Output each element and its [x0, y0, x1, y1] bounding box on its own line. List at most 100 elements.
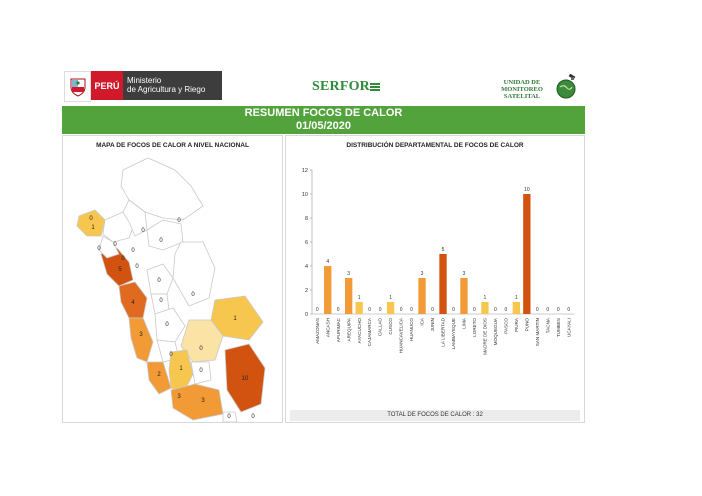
region-amazonas	[122, 199, 148, 237]
map-panel: MAPA DE FOCOS DE CALOR A NIVEL NACIONAL	[62, 135, 283, 423]
category-label: CUSCO	[388, 318, 393, 335]
bar-value-label: 4	[326, 259, 329, 265]
map-label: 3	[201, 398, 205, 404]
bar-value-label: 0	[368, 307, 371, 313]
category-label: AREQUIPA	[346, 317, 351, 341]
report-date: 01/05/2020	[295, 120, 352, 132]
bar-value-label: 0	[431, 307, 434, 313]
y-tick-label: 10	[302, 192, 308, 198]
bar	[345, 278, 353, 314]
y-tick-label: 6	[305, 240, 308, 246]
agency-logo-text: SERFOR	[312, 79, 370, 94]
region-huanuco	[146, 263, 174, 295]
region-puno	[224, 343, 266, 413]
monitoring-unit-name: UNIDAD DE MONITOREO SATELITAL	[494, 79, 550, 100]
bar-value-label: 0	[400, 307, 403, 313]
bar-value-label: 3	[463, 271, 466, 277]
region-ica	[146, 361, 172, 395]
bar-value-label: 10	[524, 187, 530, 193]
category-label: CAJAMARCA	[367, 317, 372, 346]
government-logo: PERÚ Ministerio de Agricultura y Riego	[64, 71, 222, 102]
category-label: LAMBAYEQUE	[451, 318, 456, 349]
bar-value-label: 0	[504, 307, 507, 313]
bar-value-label: 3	[421, 271, 424, 277]
map-label: 0	[177, 218, 181, 224]
map-label: 0	[141, 228, 145, 234]
category-label: CALLAO	[378, 318, 383, 337]
category-label: LIMA	[462, 317, 467, 329]
map-label: 0	[131, 248, 135, 254]
bar-value-label: 0	[557, 307, 560, 313]
bar	[324, 266, 332, 314]
bar-value-label: 0	[316, 307, 319, 313]
chart-title: DISTRIBUCIÓN DEPARTAMENTAL DE FOCOS DE C…	[346, 142, 524, 149]
category-label: PASCO	[503, 318, 508, 334]
map-label: 0	[251, 414, 255, 420]
category-label: SAN MARTIN	[535, 318, 540, 346]
map-label: 2	[157, 372, 161, 378]
bar-value-label: 0	[337, 307, 340, 313]
category-label: ICA	[420, 317, 425, 326]
country-label: PERÚ	[91, 71, 123, 100]
bar-value-label: 5	[442, 247, 445, 253]
category-label: PUNO	[524, 318, 529, 332]
agency-leaf-icon	[370, 83, 380, 91]
map-label: 5	[118, 267, 122, 273]
map-label: 0	[157, 278, 161, 284]
category-label: MOQUEGUA	[493, 317, 498, 345]
bar-value-label: 1	[484, 295, 487, 301]
ministry-name: Ministerio de Agricultura y Riego	[123, 71, 222, 100]
category-label: TUMBES	[556, 318, 561, 337]
y-tick-label: 0	[305, 312, 308, 318]
map-label: 0	[113, 242, 117, 248]
category-label: TACNA	[545, 317, 550, 333]
category-label: ANCASH	[325, 318, 330, 337]
bar	[512, 302, 521, 314]
map-label: 1	[233, 316, 237, 322]
bar-value-label: 0	[410, 307, 413, 313]
map-label: 0	[199, 346, 203, 352]
category-label: HUANCAVELICA	[399, 317, 404, 353]
category-label: PIURA	[514, 317, 519, 332]
y-tick-label: 2	[305, 288, 308, 294]
y-tick-label: 8	[305, 216, 308, 222]
report-banner: RESUMEN FOCOS DE CALOR 01/05/2020	[62, 106, 585, 134]
region-cusco	[180, 319, 224, 363]
bar-value-label: 0	[546, 307, 549, 313]
unit-line-1: UNIDAD DE	[503, 79, 541, 86]
category-label: AMAZONAS	[315, 318, 320, 344]
peru-heat-map: 0 0 0 1 0 0 0 0 0 0 5 4 0 0 0 0 0 1 3 2	[76, 157, 266, 422]
bar-value-label: 1	[515, 295, 518, 301]
unit-line-2: MONITOREO	[501, 86, 543, 93]
bar	[523, 194, 531, 314]
category-label: UCAYALI	[566, 318, 571, 337]
region-loreto	[120, 157, 204, 221]
report-sheet: PERÚ Ministerio de Agricultura y Riego S…	[60, 68, 586, 425]
report-title: RESUMEN FOCOS DE CALOR	[244, 107, 403, 119]
bar-value-label: 0	[536, 307, 539, 313]
map-label: 10	[242, 376, 249, 382]
category-label: AYACUCHO	[357, 318, 362, 344]
map-label: 3	[177, 394, 181, 400]
region-ucayali	[172, 241, 216, 307]
bar	[481, 302, 489, 314]
map-title: MAPA DE FOCOS DE CALOR A NIVEL NACIONAL	[96, 142, 249, 149]
report-header: PERÚ Ministerio de Agricultura y Riego S…	[60, 68, 586, 104]
map-label: 1	[179, 366, 183, 372]
category-label: LORETO	[472, 318, 477, 337]
category-label: JUNIN	[430, 318, 435, 332]
region-san-martin	[146, 219, 184, 251]
map-label: 0	[135, 264, 139, 270]
bar-value-label: 0	[452, 307, 455, 313]
ministry-line-2: de Agricultura y Riego	[127, 85, 206, 94]
map-label: 0	[191, 292, 195, 298]
y-tick-label: 12	[302, 168, 308, 174]
x-axis: AMAZONAS ANCASH APURIMAC AREQUIPA AYACUCHO CA…	[315, 317, 572, 355]
region-apurimac	[190, 361, 212, 385]
bar	[439, 254, 447, 314]
bar-value-label: 0	[567, 307, 570, 313]
bar	[386, 302, 395, 314]
bar-value-label: 1	[358, 295, 361, 301]
